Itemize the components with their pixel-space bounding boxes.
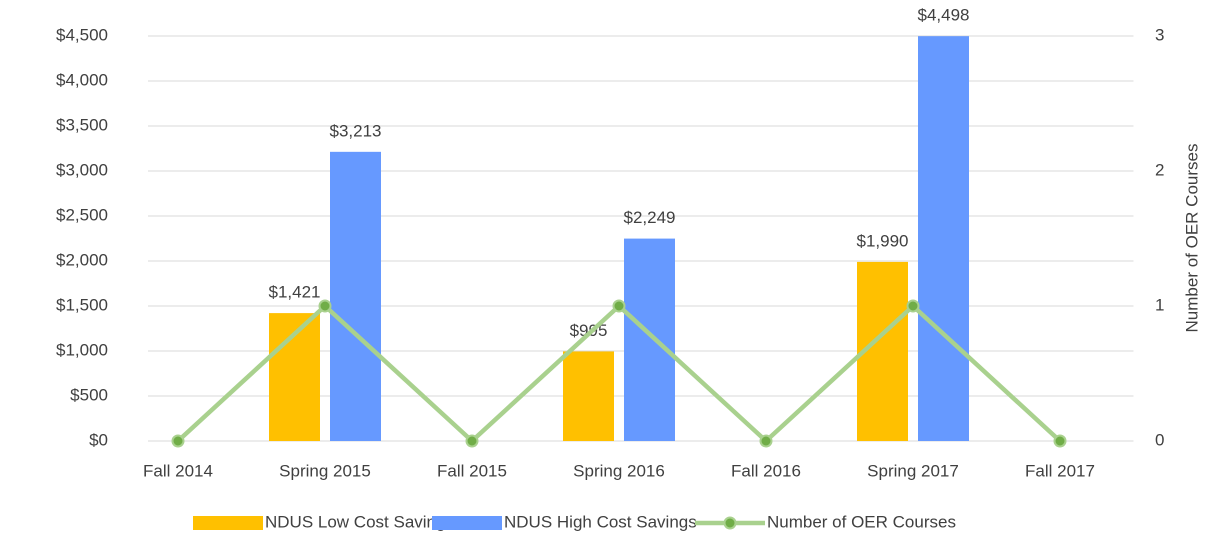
- line-marker: [612, 299, 626, 313]
- y-tick-label: $2,500: [56, 205, 108, 224]
- y-tick-label: $3,500: [56, 115, 108, 134]
- x-tick-label: Spring 2015: [279, 461, 371, 480]
- y2-tick-label: 3: [1155, 25, 1164, 44]
- data-label: $1,421: [269, 283, 321, 302]
- y2-tick-label: 2: [1155, 160, 1164, 179]
- line-marker: [1053, 434, 1067, 448]
- legend-label: NDUS Low Cost Savings: [265, 512, 454, 531]
- line-marker: [171, 434, 185, 448]
- y2-axis-title: Number of OER Courses: [1182, 144, 1201, 333]
- y-tick-label: $500: [70, 385, 108, 404]
- data-label: $1,990: [857, 231, 909, 250]
- line-marker: [906, 299, 920, 313]
- bar: [918, 36, 969, 442]
- y-tick-label: $2,000: [56, 250, 108, 269]
- y-tick-label: $1,000: [56, 340, 108, 359]
- y2-tick-label: 0: [1155, 430, 1164, 449]
- data-label: $3,213: [330, 121, 382, 140]
- x-tick-label: Spring 2017: [867, 461, 959, 480]
- data-label: $2,249: [624, 208, 676, 227]
- legend-swatch: [432, 516, 502, 530]
- line-marker: [318, 299, 332, 313]
- line-marker: [465, 434, 479, 448]
- y-tick-label: $3,000: [56, 160, 108, 179]
- bar: [563, 351, 614, 441]
- x-tick-label: Fall 2015: [437, 461, 507, 480]
- legend-swatch: [723, 516, 737, 530]
- line-marker: [759, 434, 773, 448]
- legend-label: NDUS High Cost Savings: [504, 512, 697, 531]
- legend-swatch: [193, 516, 263, 530]
- y-tick-label: $4,000: [56, 70, 108, 89]
- x-tick-label: Fall 2014: [143, 461, 213, 480]
- bar: [624, 238, 675, 441]
- data-label: $4,498: [918, 6, 970, 25]
- x-tick-label: Fall 2016: [731, 461, 801, 480]
- y-tick-label: $1,500: [56, 295, 108, 314]
- legend-label: Number of OER Courses: [767, 512, 956, 531]
- x-tick-label: Spring 2016: [573, 461, 665, 480]
- y-tick-label: $0: [89, 430, 108, 449]
- y2-tick-label: 1: [1155, 295, 1164, 314]
- y-tick-label: $4,500: [56, 25, 108, 44]
- bar: [330, 151, 381, 441]
- x-tick-label: Fall 2017: [1025, 461, 1095, 480]
